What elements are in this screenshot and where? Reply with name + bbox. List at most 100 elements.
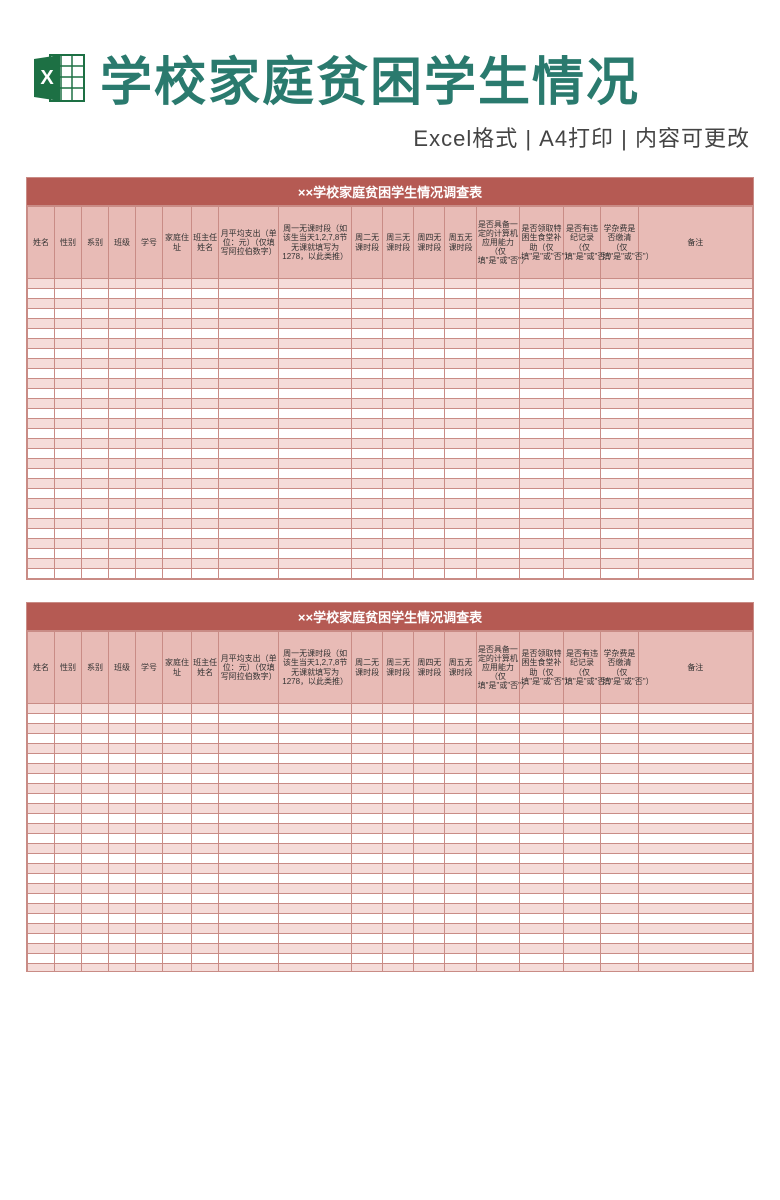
table-cell [601,804,638,814]
table-cell [638,904,752,914]
table-cell [638,724,752,734]
table-cell [383,339,414,349]
table-cell [279,369,352,379]
table-cell [638,704,752,714]
table-cell [163,844,192,854]
table-cell [445,854,476,864]
table-cell [445,329,476,339]
table-cell [28,299,55,309]
table-cell [563,704,600,714]
table-cell [163,349,192,359]
table-cell [219,864,279,874]
table-cell [445,884,476,894]
table-cell [352,734,383,744]
table-cell [414,309,445,319]
table-cell [445,339,476,349]
table-cell [476,934,520,944]
table-cell [563,944,600,954]
table-cell [28,279,55,289]
table-cell [109,389,136,399]
table-cell [414,894,445,904]
table-cell [28,794,55,804]
table-cell [82,529,109,539]
table-cell [82,499,109,509]
table-row [28,489,753,499]
table-cell [563,349,600,359]
table-cell [563,814,600,824]
table-cell [279,884,352,894]
table-cell [279,349,352,359]
table-cell [279,499,352,509]
table-cell [476,539,520,549]
table-cell [219,844,279,854]
table-cell [109,499,136,509]
table-cell [55,834,82,844]
table-cell [352,944,383,954]
table-cell [563,529,600,539]
table-cell [219,569,279,579]
table-cell [476,774,520,784]
table-cell [136,399,163,409]
table-cell [638,279,752,289]
table-cell [638,369,752,379]
table-cell [476,884,520,894]
table-cell [520,814,564,824]
table-cell [219,309,279,319]
table-cell [352,924,383,934]
table-cell [601,399,638,409]
table-cell [109,744,136,754]
table-cell [383,509,414,519]
table-cell [82,419,109,429]
table-cell [445,459,476,469]
table-cell [638,864,752,874]
table-cell [638,854,752,864]
table-cell [563,724,600,734]
table-row [28,794,753,804]
table-cell [352,289,383,299]
table-cell [638,914,752,924]
table-cell [638,539,752,549]
table-cell [136,874,163,884]
table-cell [192,489,219,499]
table-cell [279,439,352,449]
table-cell [414,459,445,469]
table-cell [163,724,192,734]
table-cell [414,279,445,289]
table-cell [352,834,383,844]
table-cell [219,804,279,814]
table-cell [109,519,136,529]
table-cell [192,924,219,934]
table-cell [109,319,136,329]
table-cell [163,549,192,559]
column-header: 周四无课时段 [414,207,445,279]
table-cell [476,399,520,409]
table-cell [476,854,520,864]
table-cell [352,824,383,834]
table-cell [192,509,219,519]
table-cell [55,734,82,744]
column-header: 家庭住址 [163,632,192,704]
table-cell [563,934,600,944]
table-cell [352,469,383,479]
table-row [28,389,753,399]
table-cell [163,449,192,459]
table-cell [82,834,109,844]
table-cell [28,704,55,714]
table-cell [28,349,55,359]
table-cell [445,509,476,519]
table-cell [601,389,638,399]
table-cell [136,379,163,389]
table-row [28,964,753,973]
table-cell [638,299,752,309]
table-cell [55,519,82,529]
table-cell [520,439,564,449]
column-header: 周三无课时段 [383,632,414,704]
table-cell [163,864,192,874]
table-cell [55,704,82,714]
table-cell [219,754,279,764]
table-cell [383,894,414,904]
table-cell [520,499,564,509]
table-cell [55,369,82,379]
table-cell [520,744,564,754]
table-cell [82,934,109,944]
